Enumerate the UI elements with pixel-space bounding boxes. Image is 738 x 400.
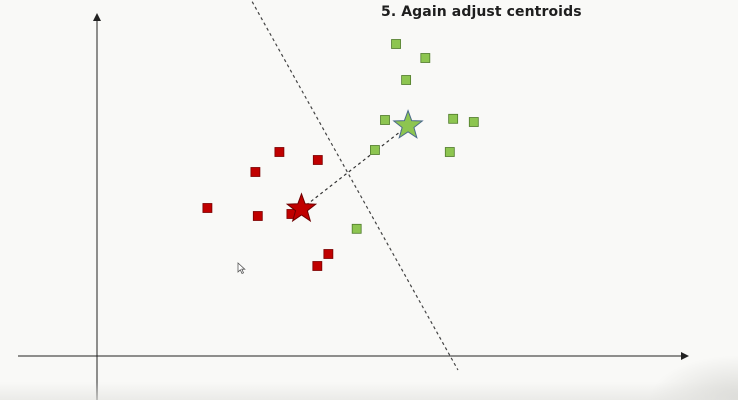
green-data-point xyxy=(420,53,431,63)
green-data-point xyxy=(448,113,459,124)
centroid-shift-line xyxy=(301,125,409,210)
red-data-point xyxy=(312,261,323,271)
green-centroid-star-icon xyxy=(392,109,424,139)
red-data-point xyxy=(312,155,323,165)
green-data-point xyxy=(444,147,455,157)
green-data-point xyxy=(351,223,362,234)
green-data-point xyxy=(391,39,401,49)
centroids xyxy=(285,109,424,223)
bottom-shading xyxy=(0,382,738,400)
data-points xyxy=(202,39,479,271)
red-data-point xyxy=(252,211,263,221)
red-data-point xyxy=(323,249,334,259)
red-data-point xyxy=(202,203,213,213)
green-data-point xyxy=(370,145,380,155)
mouse-pointer-icon xyxy=(237,262,246,275)
green-data-point xyxy=(468,117,479,127)
red-data-point xyxy=(274,147,285,157)
decision-boundary-line xyxy=(250,0,459,371)
slide-title: 5. Again adjust centroids xyxy=(381,4,582,20)
green-data-point xyxy=(380,115,390,125)
red-centroid-star-icon xyxy=(285,192,318,223)
red-data-point xyxy=(250,167,261,177)
green-data-point xyxy=(401,75,412,85)
